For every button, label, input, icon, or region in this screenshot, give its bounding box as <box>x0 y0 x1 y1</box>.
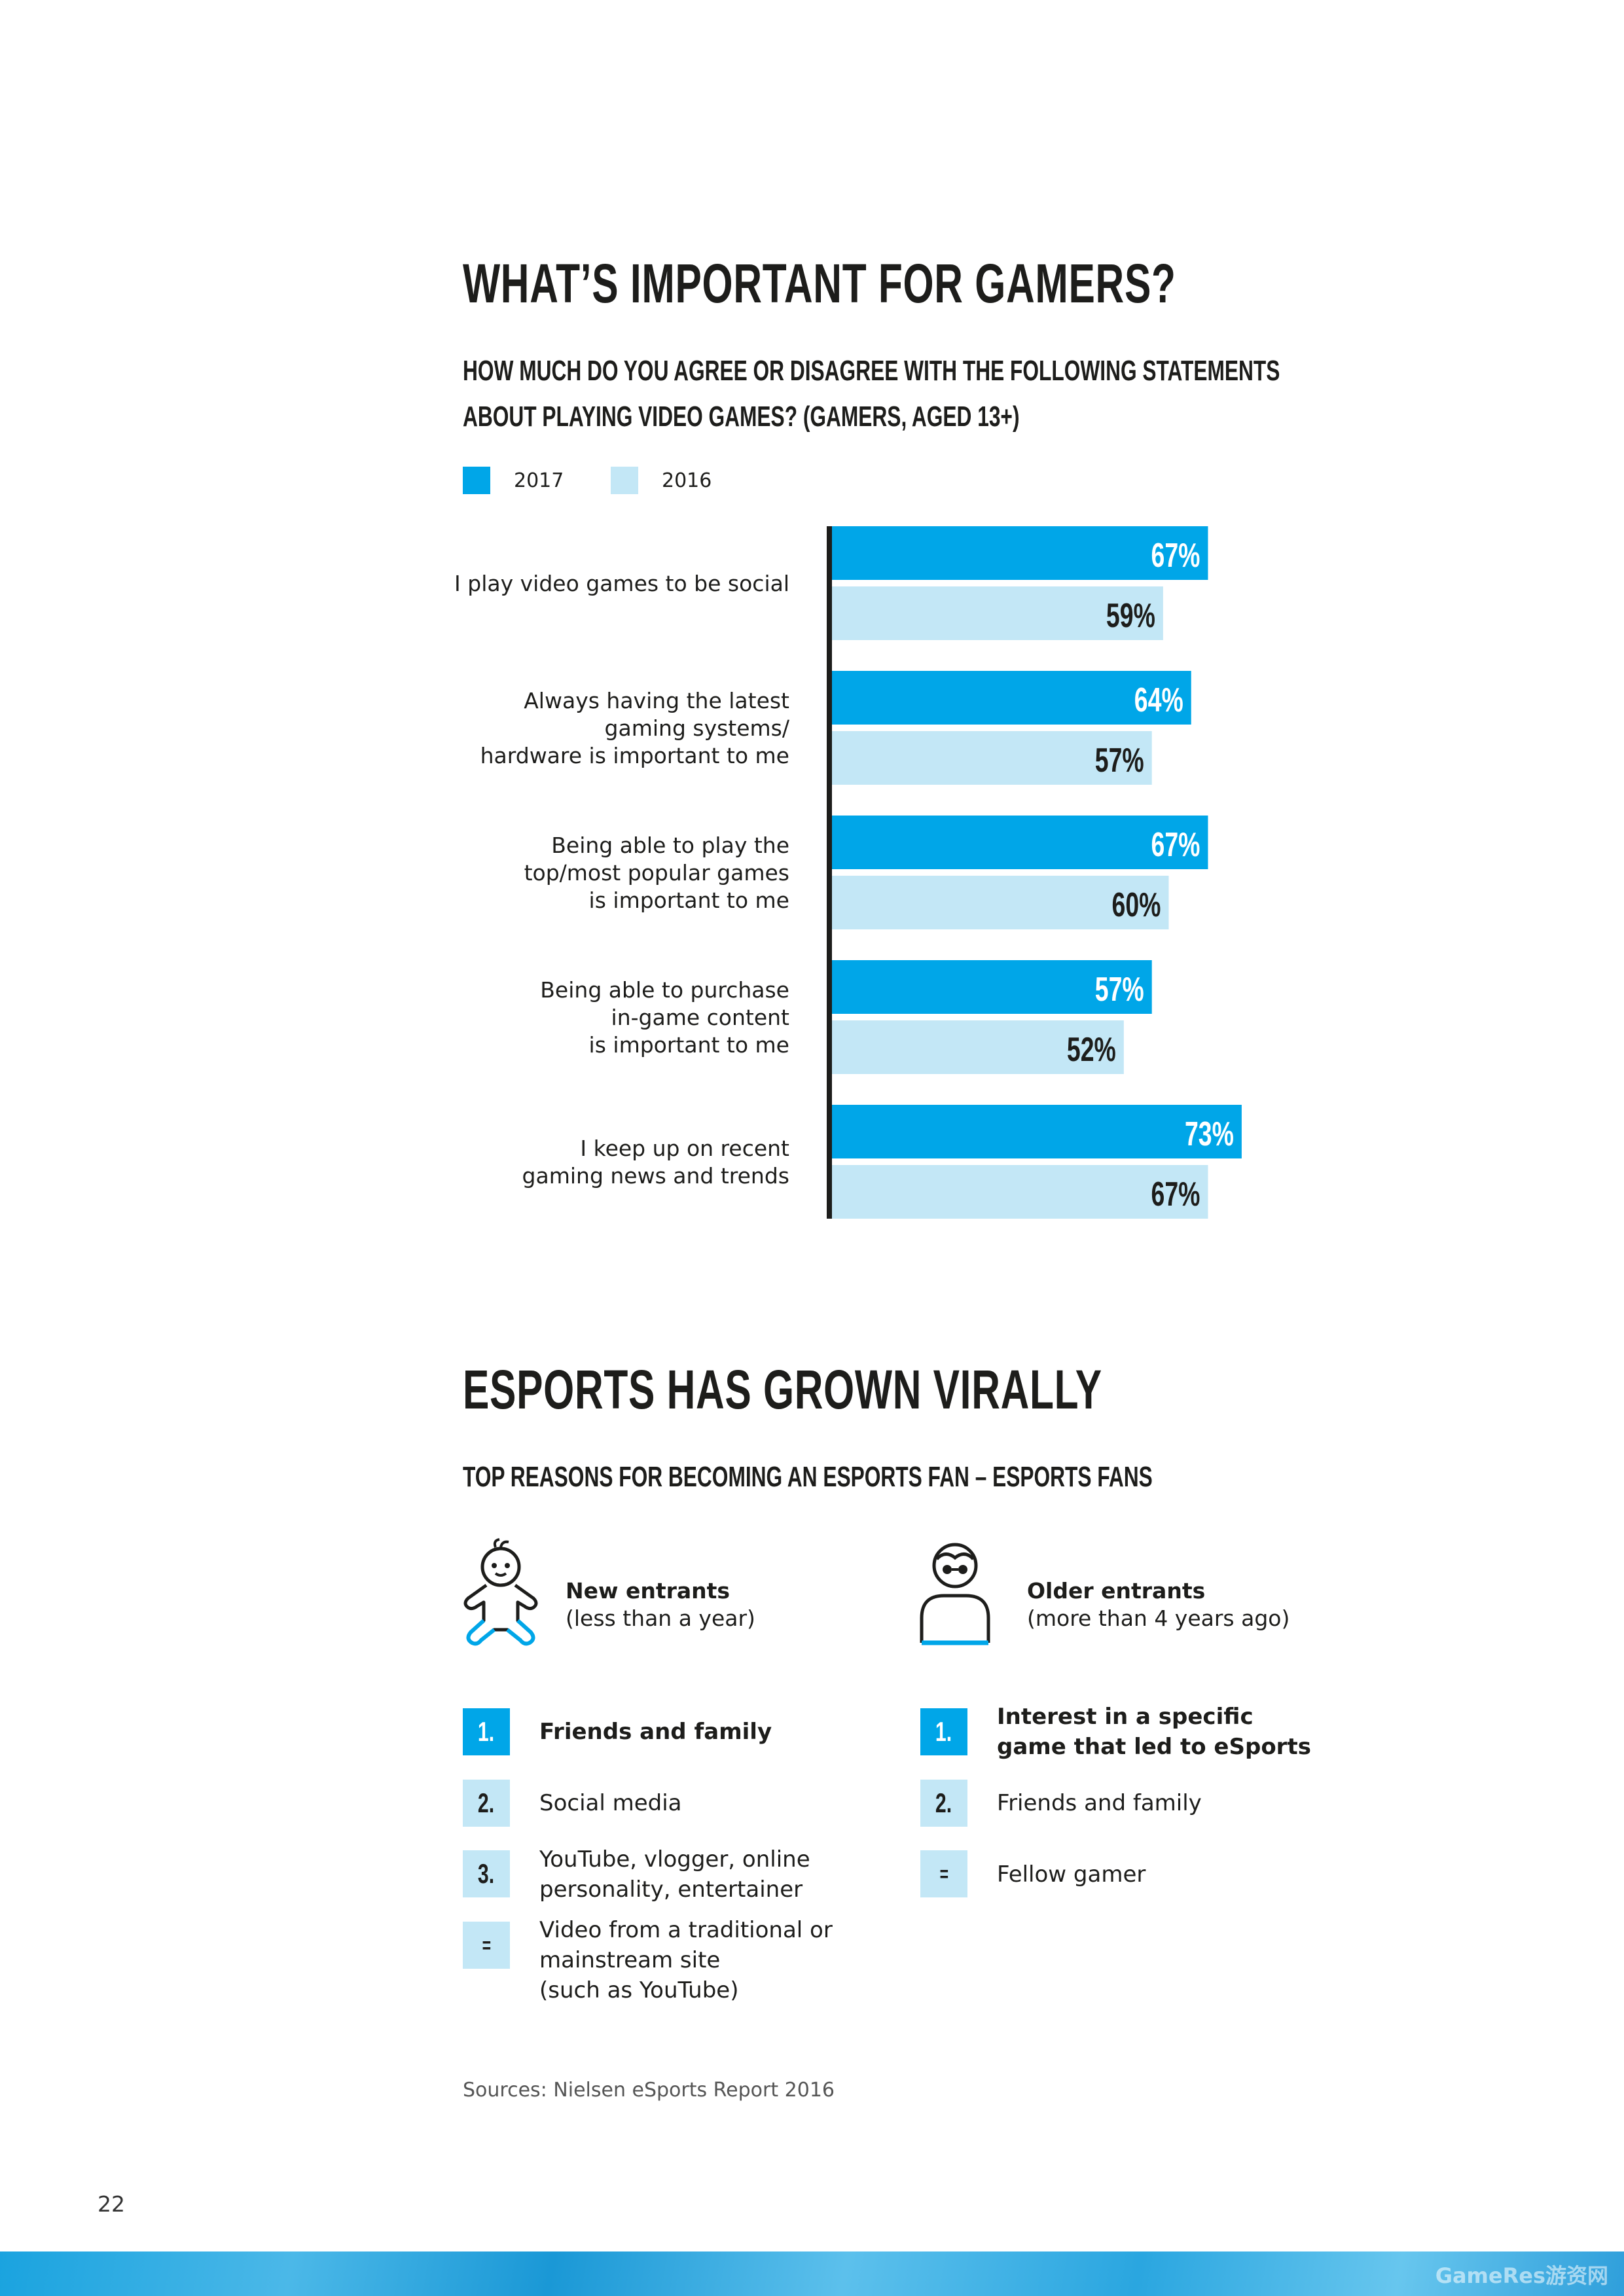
source-note: Sources: Nielsen eSports Report 2016 <box>463 2079 835 2102</box>
category-label-2-line-2: gaming systems/ <box>605 715 790 741</box>
category-label-4-line-2: in-game content <box>611 1005 790 1030</box>
category-label-5-line-2: gaming news and trends <box>522 1163 789 1189</box>
bar-2016-2 <box>832 731 1152 785</box>
legend-item-2016: 2016 <box>611 467 712 494</box>
question-line-1: HOW MUCH DO YOU AGREE OR DISAGREE WITH T… <box>463 355 1280 387</box>
bar-value-label-2016-1: 59% <box>1106 596 1155 635</box>
watermark: GameRes游资网 <box>1435 2263 1608 2288</box>
older-entrants-title: Older entrants <box>1027 1578 1206 1604</box>
bar-value-label-2016-3: 60% <box>1112 886 1161 924</box>
category-label-3-line-3: is important to me <box>589 888 789 913</box>
bar-2016-4 <box>832 1020 1124 1074</box>
bar-value-label-2017-4: 57% <box>1095 970 1144 1009</box>
bar-value-label-2017-3: 67% <box>1151 825 1200 864</box>
new-rank-badge-equal: = <box>463 1922 510 1969</box>
older-reason-2: Friends and family <box>997 1790 1202 1816</box>
category-label-3-line-2: top/most popular games <box>524 860 789 886</box>
legend-item-2017: 2017 <box>463 467 564 494</box>
bar-2016-1 <box>832 586 1163 640</box>
legend-swatch-2016 <box>611 467 638 494</box>
category-label-2-line-1: Always having the latest <box>524 688 789 713</box>
baby-icon <box>460 1538 541 1649</box>
bar-value-label-2016-4: 52% <box>1067 1030 1116 1069</box>
footer-band <box>0 2251 1624 2296</box>
new-rank-badge-2: 2. <box>463 1780 510 1827</box>
bar-2017-1 <box>832 526 1208 580</box>
bar-2017-4 <box>832 960 1152 1014</box>
new-rank-badge-3: 3. <box>463 1850 510 1897</box>
bar-value-label-2016-5: 67% <box>1151 1175 1200 1213</box>
bar-value-label-2017-5: 73% <box>1185 1115 1234 1153</box>
page-number: 22 <box>98 2191 125 2217</box>
section2-title: ESPORTS HAS GROWN VIRALLY <box>463 1359 1102 1420</box>
new-entrants-title: New entrants <box>566 1578 731 1604</box>
bar-2016-5 <box>832 1165 1208 1219</box>
new-reason-4: Video from a traditional or mainstream s… <box>539 1917 833 2003</box>
bar-2017-2 <box>832 671 1191 725</box>
category-label-5-line-1: I keep up on recent <box>580 1136 789 1161</box>
category-label-2-line-3: hardware is important to me <box>480 743 789 768</box>
bar-2017-5 <box>832 1105 1242 1158</box>
category-label-4-line-1: Being able to purchase <box>540 977 789 1003</box>
new-reason-2: Social media <box>539 1790 682 1816</box>
bar-chart: 67% 59% I play video games to be social 64%… <box>454 526 1242 1219</box>
section2-subtitle: TOP REASONS FOR BECOMING AN ESPORTS FAN … <box>463 1461 1153 1493</box>
question-line-2: ABOUT PLAYING VIDEO GAMES? (GAMERS, AGED… <box>463 401 1020 433</box>
legend-label-2017: 2017 <box>514 469 564 492</box>
elderly-person-icon <box>919 1538 991 1649</box>
category-label-1-line-1: I play video games to be social <box>454 571 789 596</box>
bar-value-label-2016-2: 57% <box>1095 741 1144 780</box>
chart-axis-line <box>827 526 832 1219</box>
legend-swatch-2017 <box>463 467 490 494</box>
bar-2017-3 <box>832 816 1208 869</box>
new-rank-badge-1: 1. <box>463 1708 510 1755</box>
older-reason-1: Interest in a specific game that led to … <box>997 1704 1311 1760</box>
section1-title: WHAT’S IMPORTANT FOR GAMERS? <box>463 253 1176 314</box>
bar-2016-3 <box>832 876 1169 929</box>
bar-value-label-2017-1: 67% <box>1151 536 1200 575</box>
older-entrants-subtitle: (more than 4 years ago) <box>1027 1605 1290 1631</box>
older-rank-badge-2: 2. <box>920 1780 967 1827</box>
older-rank-badge-equal: = <box>920 1850 967 1897</box>
new-reason-1: Friends and family <box>539 1719 772 1745</box>
older-reason-3: Fellow gamer <box>997 1861 1146 1888</box>
category-label-4-line-3: is important to me <box>589 1032 789 1058</box>
older-rank-badge-1: 1. <box>920 1708 967 1755</box>
legend-label-2016: 2016 <box>662 469 712 492</box>
bar-value-label-2017-2: 64% <box>1134 681 1183 719</box>
new-reason-3: YouTube, vlogger, online personality, en… <box>539 1846 810 1903</box>
new-entrants-subtitle: (less than a year) <box>566 1605 755 1631</box>
category-label-3-line-1: Being able to play the <box>551 833 789 858</box>
